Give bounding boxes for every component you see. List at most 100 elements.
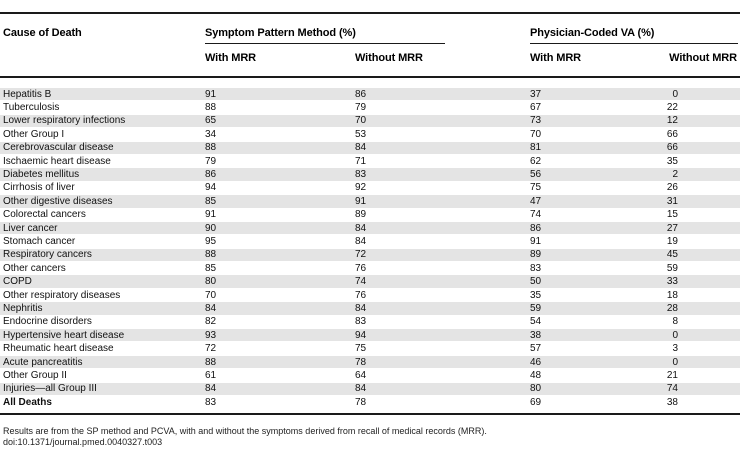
subheader-sp-with-mrr: With MRR [205,52,257,64]
value-cell: 33 [666,276,678,288]
value-cell: 91 [355,195,367,207]
value-cell: 84 [205,302,217,314]
value-cell: 81 [530,142,542,154]
cause-cell: Ischaemic heart disease [3,155,111,167]
value-cell: 75 [355,343,367,355]
table-row: Cerebrovascular disease 88 84 81 66 [0,141,740,155]
value-cell: 89 [355,209,367,221]
value-cell: 91 [205,88,217,100]
cause-cell: Endocrine disorders [3,316,92,328]
value-cell: 83 [530,262,542,274]
value-cell: 70 [355,115,367,127]
table-row: Nephritis 84 84 59 28 [0,302,740,316]
value-cell: 45 [666,249,678,261]
cause-cell: Nephritis [3,302,43,314]
cause-cell: Acute pancreatitis [3,356,83,368]
value-cell: 83 [355,316,367,328]
subheader-sp-without-mrr: Without MRR [355,52,423,64]
value-cell: 67 [530,102,542,114]
value-cell: 59 [666,262,678,274]
table-row: Other Group II 61 64 48 21 [0,369,740,383]
value-cell: 83 [205,396,217,408]
table-row: Acute pancreatitis 88 78 46 0 [0,355,740,370]
subheader-pcva-with-mrr: With MRR [530,52,582,64]
cause-cell: Other digestive diseases [3,195,113,207]
cause-cell: All Deaths [3,396,52,408]
total-row: All Deaths 83 78 69 38 [0,396,740,410]
value-cell: 80 [205,276,217,288]
value-cell: 8 [672,316,678,328]
value-cell: 50 [530,276,542,288]
value-cell: 46 [530,356,542,368]
footnote-text: Results are from the SP method and PCVA,… [3,426,487,436]
table-row: Hepatitis B 91 86 37 0 [0,88,740,102]
table-row: COPD 80 74 50 33 [0,275,740,289]
value-cell: 70 [530,128,542,140]
value-cell: 74 [530,209,542,221]
value-cell: 0 [672,88,678,100]
header-separator-rule [0,76,740,78]
bottom-rule [0,413,740,415]
value-cell: 88 [205,142,217,154]
value-cell: 84 [355,383,367,395]
value-cell: 83 [355,169,367,181]
value-cell: 26 [666,182,678,194]
value-cell: 95 [205,235,217,247]
table-row: Colorectal cancers 91 89 74 15 [0,209,740,222]
value-cell: 80 [530,383,542,395]
cause-cell: Hepatitis B [3,88,52,100]
table-row: Diabetes mellitus 86 83 56 2 [0,168,740,182]
value-cell: 37 [530,88,542,100]
value-cell: 79 [355,102,367,114]
cause-cell: Diabetes mellitus [3,169,80,181]
table-row: Liver cancer 90 84 86 27 [0,221,740,236]
value-cell: 48 [530,369,542,381]
value-cell: 84 [355,302,367,314]
value-cell: 19 [666,235,678,247]
value-cell: 75 [530,182,542,194]
table-body: Hepatitis B 91 86 37 0 Tuberculosis 88 79 67 22 Lo… [0,88,740,410]
table-row: Lower respiratory infections 65 70 73 12 [0,114,740,129]
table-row: Injuries—all Group III 84 84 80 74 [0,382,740,396]
value-cell: 66 [666,142,678,154]
table-row: Hypertensive heart disease 93 94 38 0 [0,329,740,343]
value-cell: 0 [672,356,678,368]
value-cell: 35 [666,155,678,167]
value-cell: 28 [666,302,678,314]
cause-cell: Lower respiratory infections [3,115,126,127]
value-cell: 59 [530,302,542,314]
value-cell: 84 [355,235,367,247]
cause-cell: Rheumatic heart disease [3,343,114,355]
cause-cell: Cerebrovascular disease [3,142,114,154]
table-row: Tuberculosis 88 79 67 22 [0,101,740,115]
value-cell: 92 [355,182,367,194]
table-row: Other respiratory diseases 70 76 35 18 [0,289,740,303]
value-cell: 38 [530,329,542,341]
value-cell: 91 [530,235,542,247]
table-footnote: Results are from the SP method and PCVA,… [3,426,723,448]
symptom-pattern-underline [205,43,445,44]
value-cell: 91 [205,209,217,221]
value-cell: 34 [205,128,217,140]
value-cell: 66 [666,128,678,140]
value-cell: 86 [355,88,367,100]
value-cell: 76 [355,289,367,301]
value-cell: 31 [666,195,678,207]
value-cell: 94 [355,329,367,341]
value-cell: 88 [205,102,217,114]
column-header-cause-of-death: Cause of Death [3,27,82,39]
cause-cell: Hypertensive heart disease [3,329,125,341]
value-cell: 47 [530,195,542,207]
group-header-physician-coded-va: Physician-Coded VA (%) [530,27,655,39]
cause-cell: Other cancers [3,262,66,274]
value-cell: 64 [355,369,367,381]
value-cell: 79 [205,155,217,167]
value-cell: 88 [205,356,217,368]
value-cell: 3 [672,343,678,355]
value-cell: 65 [205,115,217,127]
value-cell: 15 [666,209,678,221]
cause-cell: Liver cancer [3,222,58,234]
value-cell: 53 [355,128,367,140]
value-cell: 21 [666,369,678,381]
value-cell: 76 [355,262,367,274]
